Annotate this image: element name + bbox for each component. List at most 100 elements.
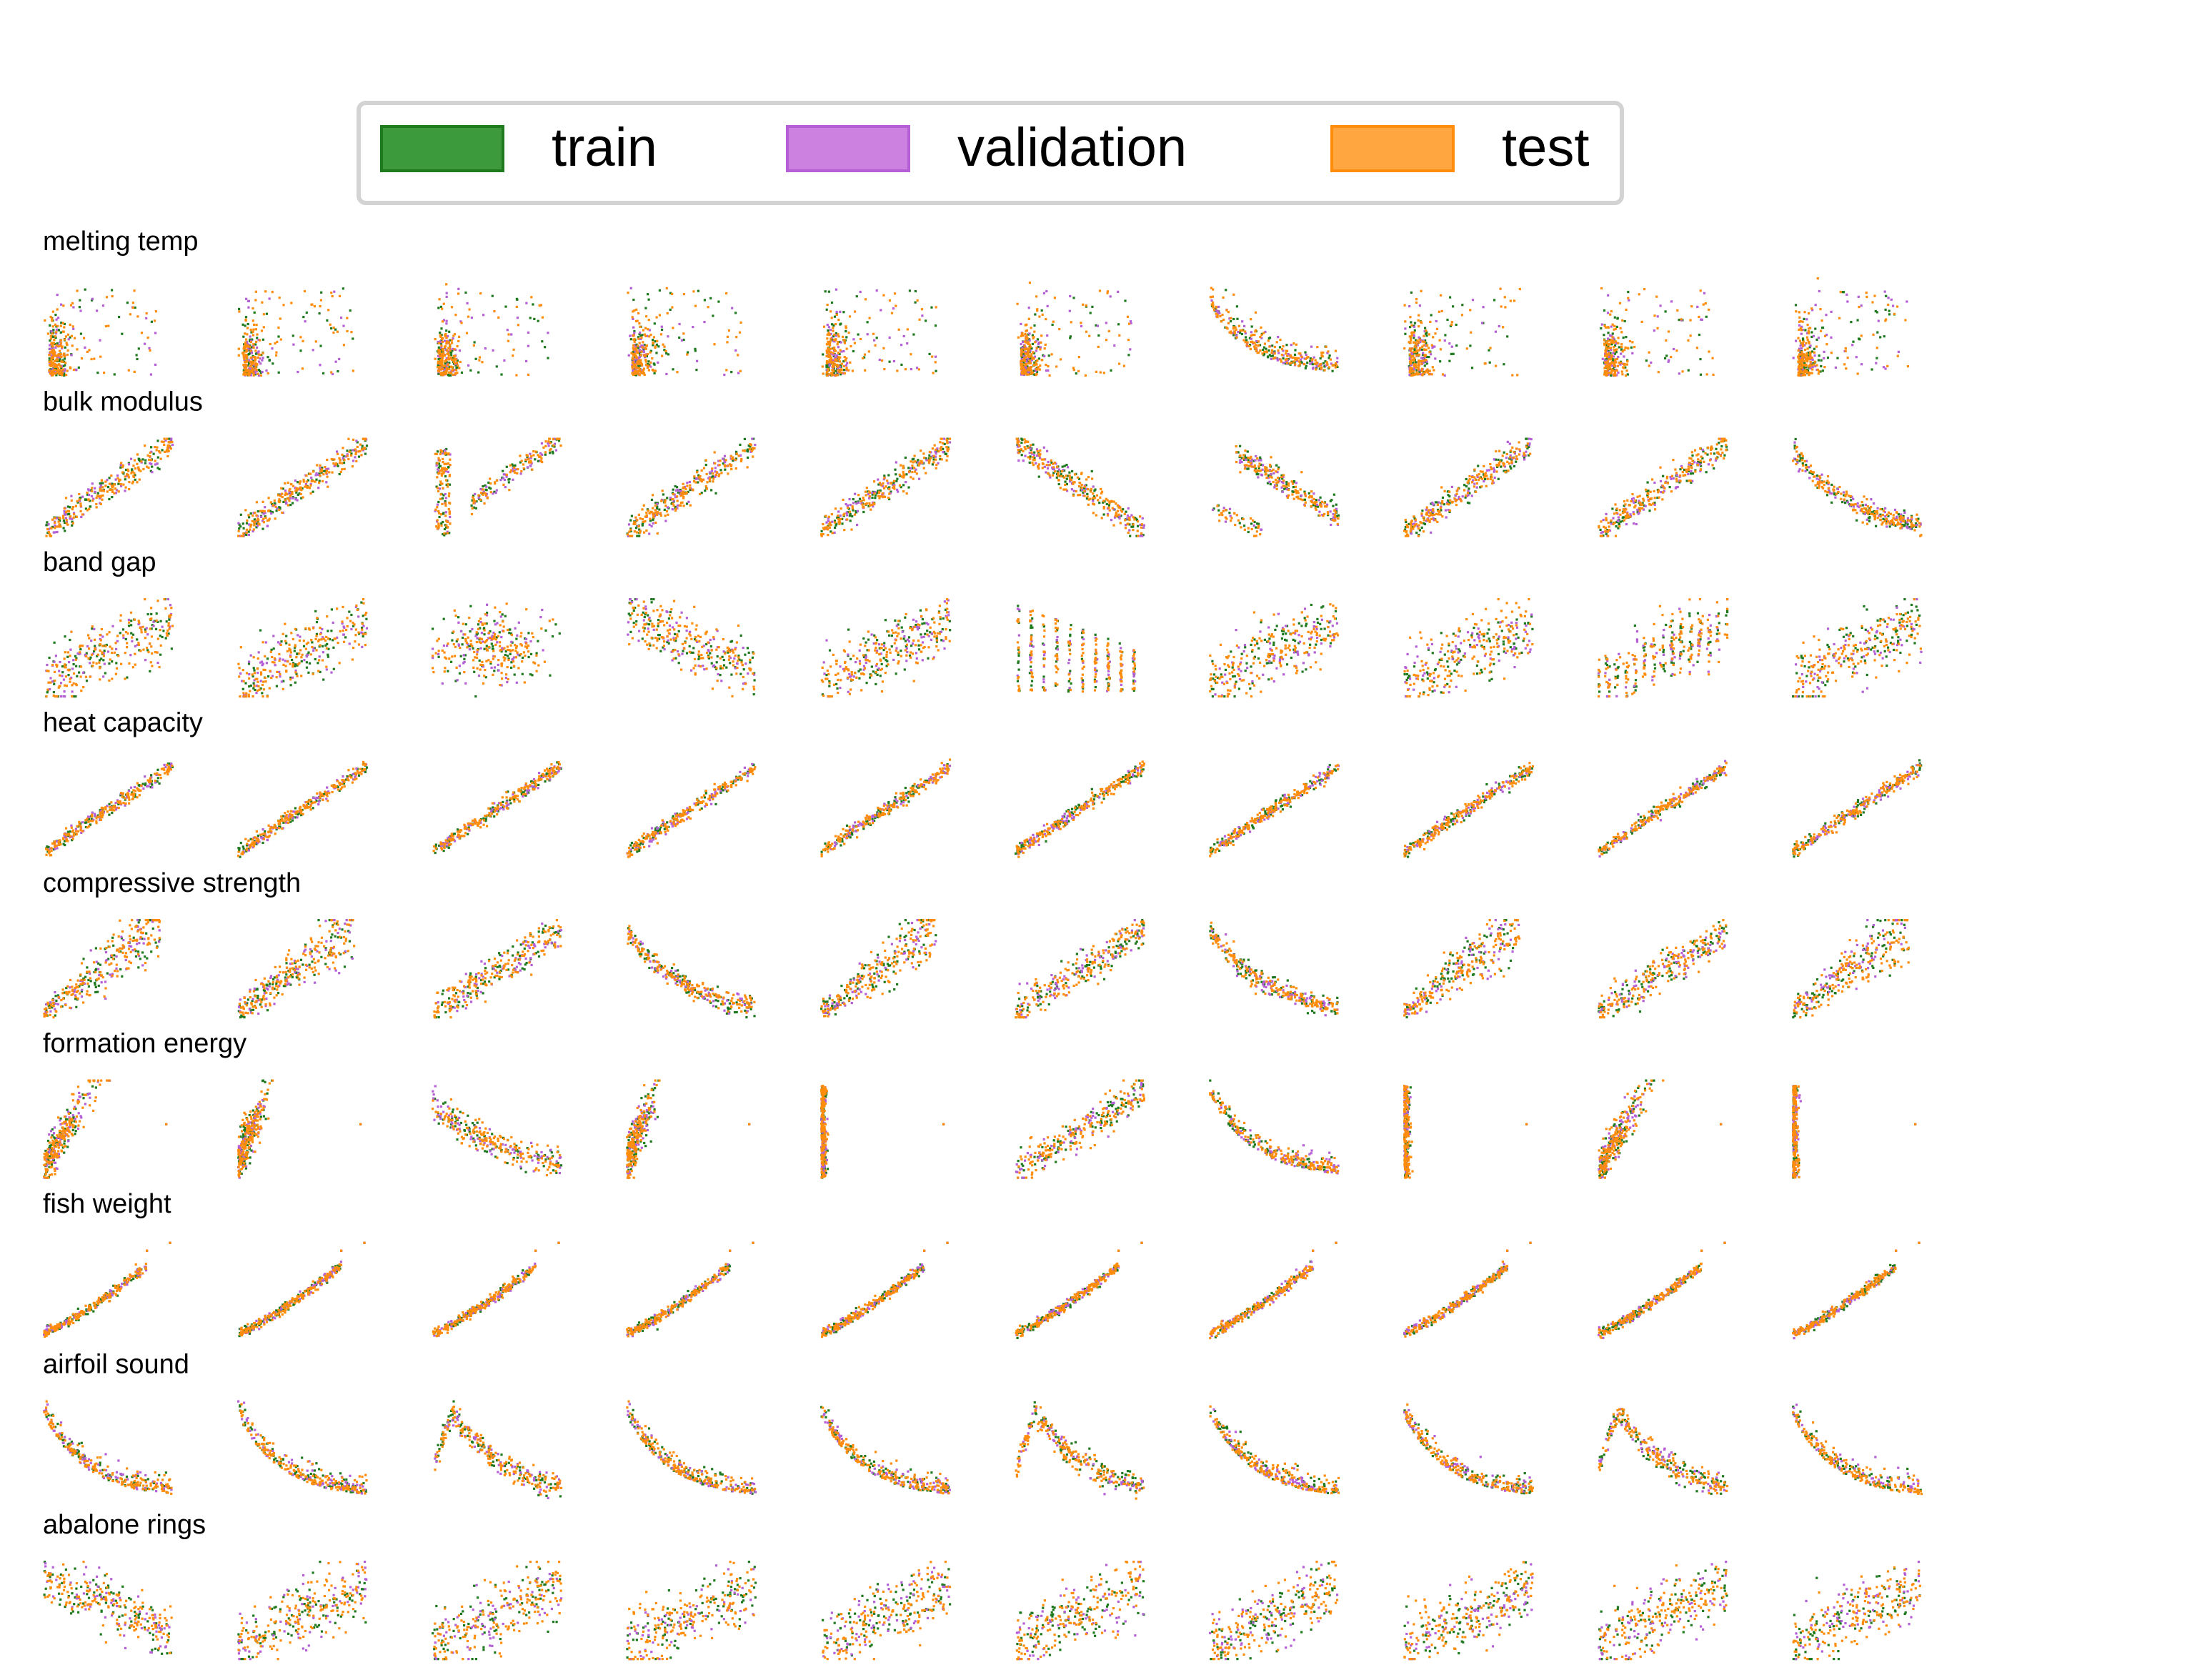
scatter-point [55,319,57,321]
scatter-point [80,505,82,507]
scatter-point [1857,319,1859,322]
scatter-point [634,517,637,519]
scatter-point [144,459,146,462]
scatter-point [666,287,668,289]
scatter-point [864,369,866,372]
scatter-point [249,372,251,374]
scatter-point [80,333,82,335]
scatter-point [449,513,451,515]
row-title: melting temp [43,227,199,257]
scatter-point [1670,356,1672,358]
scatter-point [845,503,847,505]
scatter-point [319,345,322,347]
scatter-point [1245,336,1247,338]
scatter-point [932,372,935,374]
scatter-point [284,482,286,484]
scatter-point [252,334,254,336]
scatter-point [533,318,535,320]
scatter-point [1705,316,1708,318]
scatter-point [1798,353,1800,355]
scatter-point [278,509,280,511]
scatter-point [660,515,662,517]
scatter-panel [434,283,549,377]
scatter-point [315,479,317,481]
scatter-point [439,365,442,367]
scatter-point [316,464,318,466]
scatter-point [1855,356,1858,358]
scatter-point [1801,356,1803,358]
scatter-point [54,517,56,519]
scatter-point [1658,371,1660,373]
scatter-point [683,505,685,507]
scatter-point [1222,319,1225,321]
scatter-point [725,459,727,461]
scatter-point [67,349,69,352]
scatter-point [276,341,278,343]
scatter-point [275,352,277,354]
scatter-point [894,292,896,294]
scatter-point [448,354,450,357]
scatter-point [292,344,294,346]
scatter-point [459,349,461,352]
scatter-point [652,369,654,372]
scatter-point [454,373,457,375]
scatter-point [437,490,439,492]
scatter-point [242,373,244,375]
scatter-point [1070,321,1072,323]
scatter-point [630,287,632,289]
scatter-point [118,490,120,492]
scatter-point [915,290,917,292]
scatter-point [839,323,841,325]
scatter-point [1814,354,1816,357]
scatter-point [664,350,667,352]
scatter-point [902,467,905,469]
scatter-point [1620,362,1622,364]
scatter-point [319,312,321,314]
scatter-point [1865,292,1868,294]
scatter-point [552,452,554,454]
scatter-point [251,363,254,365]
scatter-point [311,480,313,482]
scatter-point [1620,331,1623,333]
scatter-point [111,496,113,498]
scatter-point [445,322,447,324]
scatter-point [1865,296,1868,298]
scatter-point [1846,300,1848,302]
scatter-point [649,334,652,336]
scatter-point [680,492,682,494]
scatter-point [660,499,662,502]
scatter-point [1110,295,1112,297]
scatter-point [132,475,134,477]
scatter-point [527,332,529,334]
scatter-point [649,366,652,368]
scatter-point [319,474,322,477]
scatter-point [639,374,641,376]
scatter-point [445,329,447,332]
legend-label-validation: validation [957,117,1187,178]
scatter-point [689,505,692,507]
scatter-point [1020,360,1022,362]
scatter-point [261,329,263,332]
scatter-point [337,465,339,467]
scatter-point [652,522,654,525]
scatter-point [264,290,266,292]
scatter-point [1622,366,1624,368]
scatter-point [63,527,65,529]
scatter-point [306,480,308,482]
scatter-point [659,512,662,514]
scatter-point [448,342,450,344]
scatter-point [1489,362,1491,364]
scatter-point [1803,311,1805,313]
scatter-point [131,482,134,484]
scatter-point [54,360,56,362]
scatter-point [447,452,449,454]
scatter-point [1519,288,1521,290]
scatter-point [1041,359,1043,361]
scatter-point [856,295,858,297]
scatter-point [648,299,650,301]
scatter-point [439,480,442,482]
scatter-point [88,489,90,492]
scatter-point [262,339,264,341]
scatter-point [1426,344,1428,347]
scatter-point [1696,347,1698,349]
